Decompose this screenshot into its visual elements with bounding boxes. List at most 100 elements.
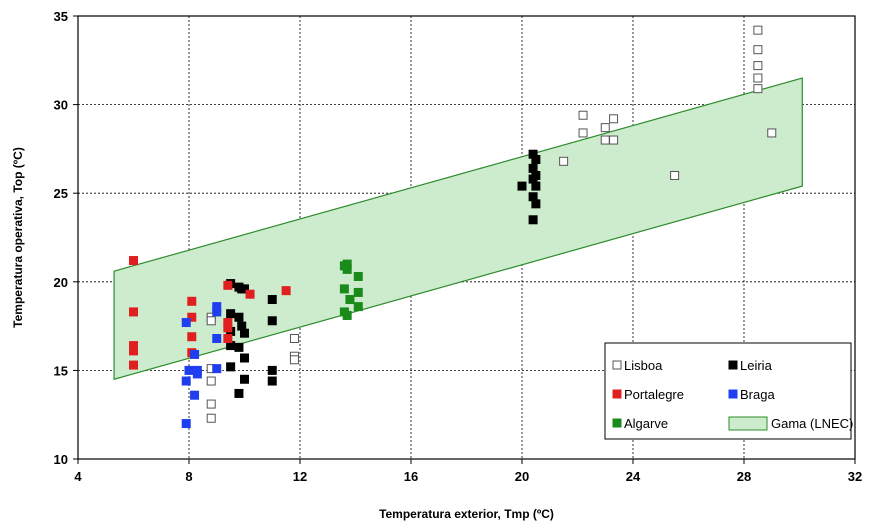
point-lisboa xyxy=(600,135,610,145)
point-lisboa xyxy=(609,114,619,124)
point-portalegre xyxy=(129,256,138,266)
point-lisboa xyxy=(578,110,588,120)
point-leiria xyxy=(531,199,541,209)
point-leiria xyxy=(267,316,277,326)
point-lisboa xyxy=(609,135,619,145)
y-tick-label: 30 xyxy=(54,98,68,113)
legend-item: Leiria xyxy=(728,358,773,373)
point-lisboa xyxy=(753,73,763,83)
x-axis-ticks: 4 8 12 16 20 24 28 32 xyxy=(74,459,862,484)
series-leiria xyxy=(226,149,541,398)
point-algarve xyxy=(345,295,355,305)
point-braga xyxy=(190,390,200,400)
x-tick-label: 16 xyxy=(404,469,418,484)
legend-label: Portalegre xyxy=(624,387,684,402)
x-tick-label: 20 xyxy=(515,469,529,484)
y-axis-ticks: 10 15 20 25 30 35 xyxy=(54,9,78,467)
point-lisboa xyxy=(206,399,216,409)
x-tick-label: 4 xyxy=(74,469,82,484)
series-braga xyxy=(181,302,222,429)
point-portalegre xyxy=(281,286,291,296)
point-leiria xyxy=(240,284,249,294)
point-portalegre xyxy=(223,334,233,344)
legend-item: Portalegre xyxy=(612,387,684,402)
point-leiria xyxy=(517,181,527,191)
point-braga xyxy=(181,419,191,429)
y-tick-label: 15 xyxy=(54,363,68,378)
x-tick-label: 28 xyxy=(737,469,751,484)
point-portalegre xyxy=(223,323,233,333)
point-leiria xyxy=(234,312,244,322)
legend-swatch xyxy=(612,389,622,399)
point-lisboa xyxy=(753,45,763,55)
legend-swatch-band xyxy=(728,416,768,431)
point-leiria xyxy=(267,295,277,305)
point-braga xyxy=(184,365,194,375)
point-lisboa xyxy=(767,128,777,138)
point-leiria xyxy=(531,181,541,191)
legend: Lisboa Leiria Portalegre Braga Algarve Gama (… xyxy=(604,342,853,440)
point-portalegre xyxy=(187,332,197,342)
legend-label: Gama (LNEC) xyxy=(771,416,853,431)
point-portalegre xyxy=(187,312,197,322)
point-lisboa xyxy=(578,128,588,138)
point-algarve xyxy=(342,310,352,320)
legend-swatch xyxy=(612,418,622,428)
point-algarve xyxy=(353,287,363,297)
point-leiria xyxy=(528,215,538,225)
points-layer xyxy=(129,25,777,429)
legend-label: Algarve xyxy=(624,416,668,431)
point-lisboa xyxy=(289,355,299,365)
y-axis-title: Temperatura operativa, Top (ºC) xyxy=(11,147,25,328)
point-algarve xyxy=(342,264,352,274)
point-lisboa xyxy=(289,334,299,344)
point-portalegre xyxy=(129,346,138,356)
point-lisboa xyxy=(559,156,569,166)
point-leiria xyxy=(240,328,249,338)
point-portalegre xyxy=(129,360,138,370)
plot-frame xyxy=(77,15,856,460)
point-lisboa xyxy=(600,123,610,133)
point-braga xyxy=(212,334,222,344)
x-tick-label: 24 xyxy=(626,469,641,484)
series-lisboa xyxy=(206,25,777,423)
point-lisboa xyxy=(206,376,216,386)
point-leiria xyxy=(267,376,277,386)
point-braga xyxy=(192,369,202,379)
x-axis-title: Temperatura exterior, Tmp (ºC) xyxy=(379,507,554,521)
legend-label: Leiria xyxy=(740,358,773,373)
point-braga xyxy=(190,349,200,359)
point-leiria xyxy=(531,155,541,165)
point-lisboa xyxy=(753,25,763,35)
legend-box xyxy=(604,342,852,440)
legend-label: Braga xyxy=(740,387,775,402)
series-algarve xyxy=(339,259,363,320)
point-leiria xyxy=(234,342,244,352)
y-tick-label: 35 xyxy=(54,9,68,24)
point-algarve xyxy=(353,271,363,281)
point-lisboa xyxy=(206,413,216,423)
y-tick-label: 10 xyxy=(54,452,68,467)
legend-swatch xyxy=(728,360,738,370)
point-lisboa xyxy=(753,84,763,94)
x-tick-label: 12 xyxy=(293,469,307,484)
point-portalegre xyxy=(223,280,233,290)
legend-item: Lisboa xyxy=(612,358,663,373)
point-lisboa xyxy=(753,61,763,71)
legend-item: Algarve xyxy=(612,416,668,431)
point-leiria xyxy=(226,362,236,372)
point-leiria xyxy=(267,365,277,375)
legend-label: Lisboa xyxy=(624,358,663,373)
point-portalegre xyxy=(187,296,197,306)
point-braga xyxy=(212,364,222,374)
point-leiria xyxy=(226,309,236,319)
legend-item: Braga xyxy=(728,387,775,402)
point-leiria xyxy=(234,388,244,398)
point-portalegre xyxy=(245,289,255,299)
point-braga xyxy=(212,307,222,317)
legend-item: Gama (LNEC) xyxy=(728,416,853,431)
point-portalegre xyxy=(129,307,138,317)
point-lisboa xyxy=(206,316,216,326)
